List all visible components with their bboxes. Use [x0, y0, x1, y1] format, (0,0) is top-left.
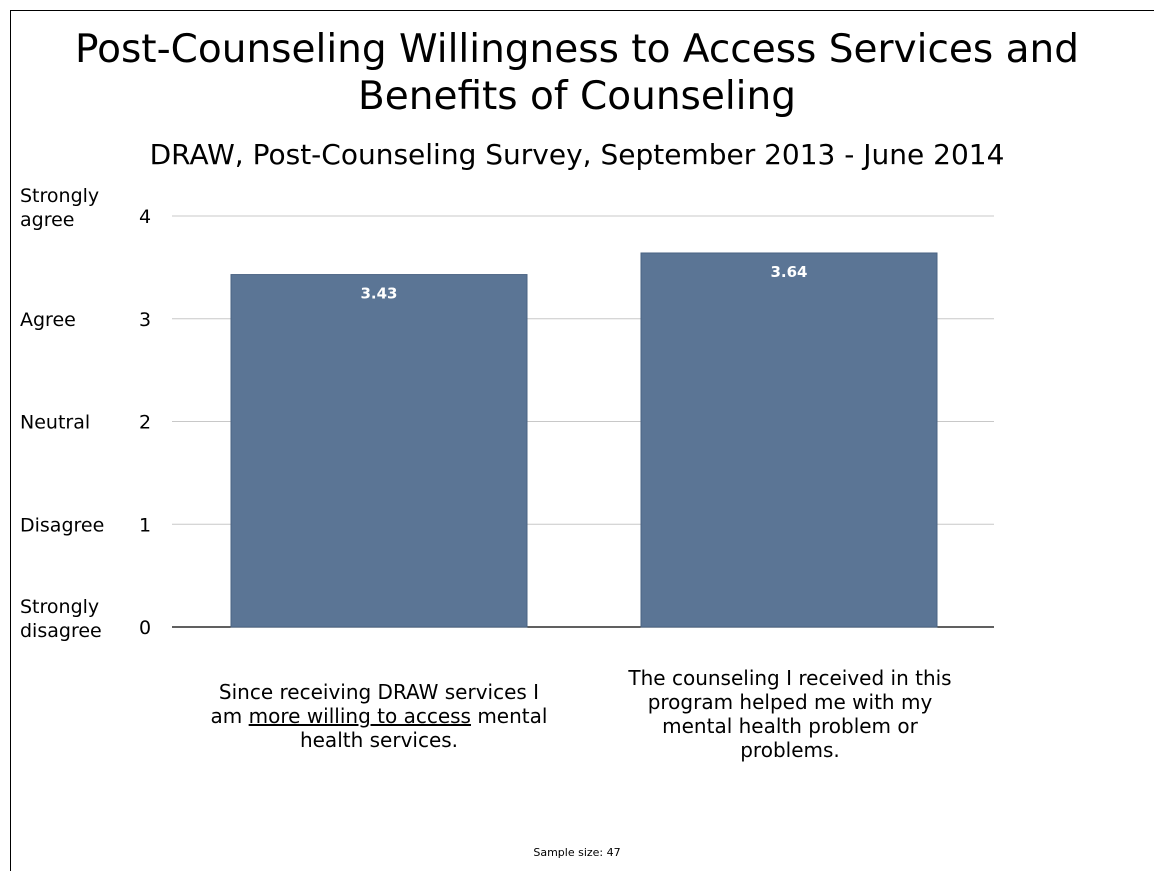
x-category-label: The counseling I received in this progra…: [616, 666, 964, 762]
y-category-label: Agree: [20, 309, 76, 331]
label-text: mental health services.: [299, 704, 548, 752]
y-tick-label: 4: [139, 206, 151, 228]
bar-value-label: 3.43: [360, 285, 397, 303]
sample-size-note: Sample size: 47: [533, 846, 621, 859]
bar: [640, 252, 938, 628]
bar: [230, 274, 528, 628]
chart-frame: [10, 10, 1154, 871]
y-tick-label: 1: [139, 514, 151, 536]
y-tick-label: 0: [139, 617, 151, 639]
label-text: The counseling I received in this progra…: [628, 666, 952, 762]
emphasized-text: more willing to access: [248, 704, 471, 728]
bar-value-label: 3.64: [770, 263, 807, 281]
x-category-label: Since receiving DRAW services I am more …: [205, 680, 553, 752]
y-tick-label: 2: [139, 412, 151, 434]
y-category-label: Strongly disagree: [20, 596, 102, 642]
y-category-label: Disagree: [20, 514, 104, 536]
label-text: Since receiving DRAW services I am: [210, 680, 540, 728]
chart-title: Post-Counseling Willingness to Access Se…: [74, 27, 1079, 119]
chart-subtitle: DRAW, Post-Counseling Survey, September …: [149, 138, 1005, 171]
y-category-label: Strongly agree: [20, 185, 99, 231]
y-category-label: Neutral: [20, 412, 90, 434]
y-tick-label: 3: [139, 309, 151, 331]
